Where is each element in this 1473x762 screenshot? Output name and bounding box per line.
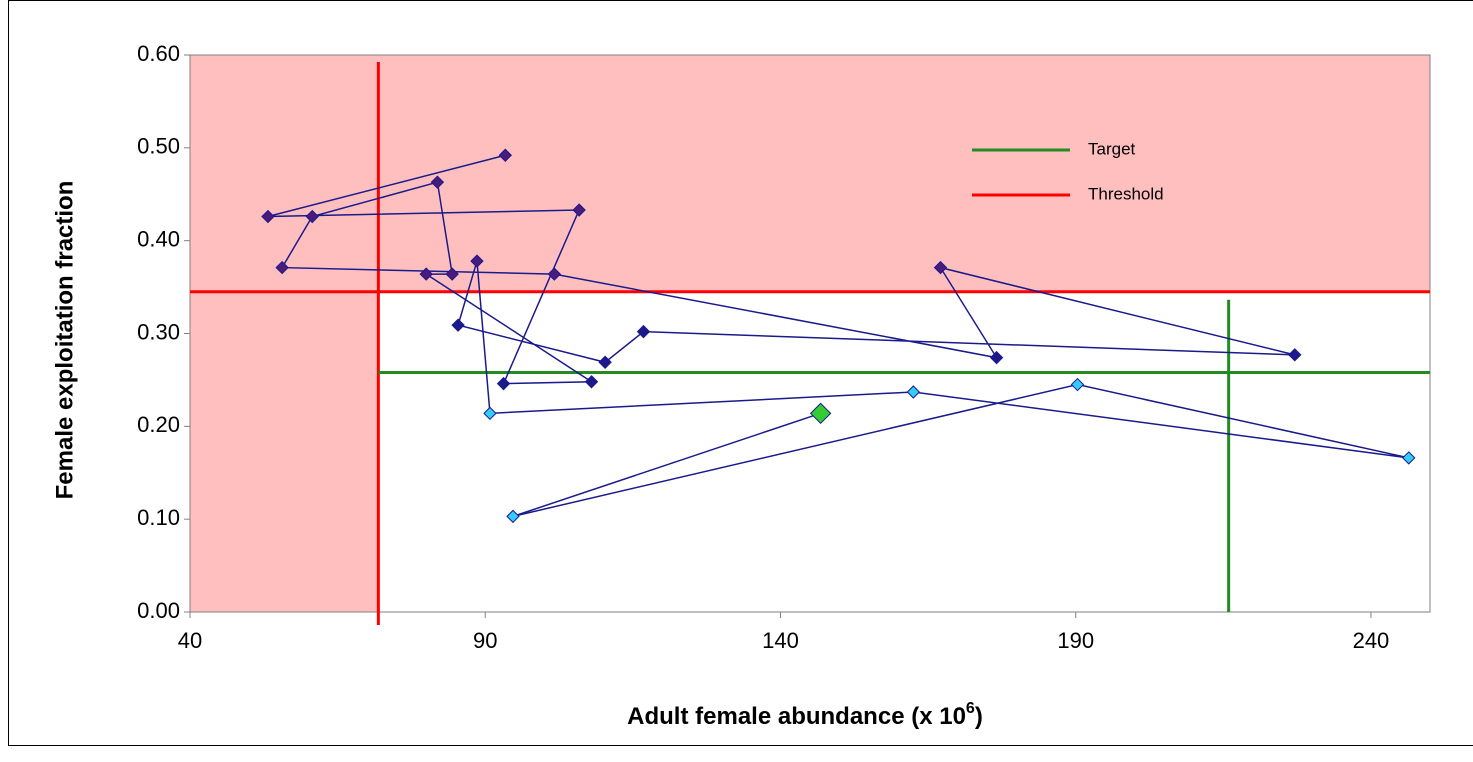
data-point (1402, 451, 1416, 465)
x-tick-label: 240 (1353, 628, 1390, 653)
chart-border (8, 0, 1473, 746)
data-point (445, 267, 459, 281)
danger-zone (378, 55, 1430, 292)
x-axis-title-sup: 6 (966, 700, 975, 717)
data-point (470, 254, 484, 268)
x-axis-title-end: ) (975, 703, 983, 730)
data-point (1288, 348, 1302, 362)
x-tick-label: 190 (1057, 628, 1094, 653)
data-point (547, 267, 562, 281)
data-point (496, 376, 511, 391)
data-point (506, 509, 520, 524)
data-point (419, 267, 433, 281)
data-point (906, 385, 921, 399)
x-axis-title-text: Adult female abundance (x 10 (627, 703, 966, 730)
legend-label: Threshold (1088, 184, 1164, 203)
danger-zone (190, 55, 379, 612)
data-point (451, 318, 465, 332)
y-tick-label: 0.60 (137, 41, 180, 66)
legend-label: Target (1088, 139, 1136, 158)
x-axis-title: Adult female abundance (x 106) (627, 700, 983, 730)
y-axis-title: Female exploitation fraction (51, 181, 78, 500)
y-tick-label: 0.40 (137, 226, 180, 251)
data-point (430, 175, 445, 189)
y-tick-label: 0.00 (137, 598, 180, 623)
data-point (498, 148, 513, 162)
data-point (809, 402, 832, 425)
data-point (305, 209, 319, 224)
data-point (261, 209, 275, 224)
x-tick-label: 40 (178, 628, 202, 653)
data-point (483, 406, 497, 421)
data-point (989, 350, 1004, 365)
data-point (598, 355, 612, 369)
y-tick-label: 0.50 (137, 134, 180, 159)
x-tick-label: 90 (473, 628, 497, 653)
data-point (1070, 377, 1085, 392)
data-point (636, 324, 651, 339)
y-tick-label: 0.30 (137, 319, 180, 344)
y-tick-label: 0.20 (137, 412, 180, 437)
data-point (572, 203, 586, 217)
x-tick-label: 140 (762, 628, 799, 653)
data-point (275, 260, 289, 275)
data-point (584, 375, 599, 389)
data-point (933, 260, 948, 275)
trajectory-line (267, 154, 1409, 518)
y-tick-label: 0.10 (137, 505, 180, 530)
